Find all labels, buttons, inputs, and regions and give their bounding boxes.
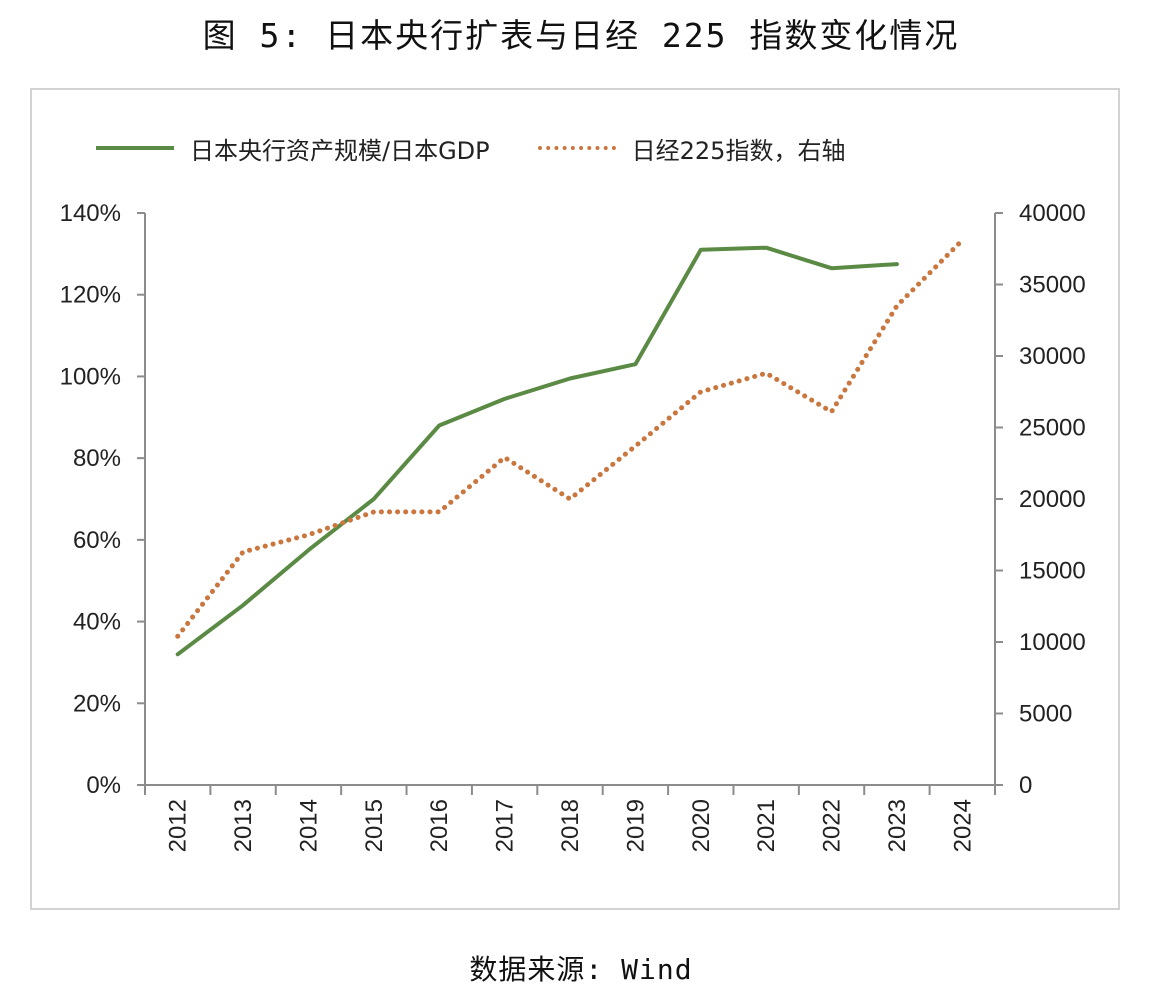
data-point-nikkei	[502, 455, 508, 461]
data-point-boj-assets	[436, 422, 442, 428]
data-point-boj-assets	[894, 261, 900, 267]
data-point-nikkei	[894, 303, 900, 309]
right-y-tick-label: 0	[1019, 772, 1032, 799]
data-point-nikkei	[436, 509, 442, 515]
left-y-tick-label: 40%	[73, 609, 121, 636]
left-y-tick-label: 20%	[73, 690, 121, 717]
x-tick-label: 2016	[426, 799, 453, 852]
x-tick-label: 2013	[230, 799, 257, 852]
figure-title: 图 5: 日本央行扩表与日经 225 指数变化情况	[202, 16, 960, 55]
data-point-boj-assets	[502, 396, 508, 402]
left-y-tick-label: 0%	[86, 772, 121, 799]
x-tick-label: 2020	[688, 799, 715, 852]
x-tick-label: 2022	[819, 799, 846, 852]
data-point-nikkei	[763, 370, 769, 376]
left-y-tick-label: 120%	[60, 282, 121, 309]
chart-frame	[30, 88, 1120, 910]
data-point-nikkei	[829, 409, 835, 415]
data-point-nikkei	[959, 237, 965, 243]
data-point-nikkei	[567, 496, 573, 502]
right-y-tick-label: 20000	[1019, 486, 1086, 513]
left-y-tick-label: 60%	[73, 527, 121, 554]
right-y-tick-label: 40000	[1019, 200, 1086, 227]
x-tick-label: 2017	[492, 799, 519, 852]
figure-source: 数据来源: Wind	[469, 953, 693, 986]
x-tick-label: 2014	[295, 799, 322, 852]
right-y-tick-label: 15000	[1019, 558, 1086, 585]
data-point-boj-assets	[567, 375, 573, 381]
legend-label-nikkei: 日经225指数，右轴	[631, 136, 846, 165]
x-tick-label: 2019	[622, 799, 649, 852]
x-tick-label: 2024	[949, 799, 976, 852]
left-y-tick-label: 140%	[60, 200, 121, 227]
legend-label-boj-assets: 日本央行资产规模/日本GDP	[190, 136, 490, 165]
chart-legend: 日本央行资产规模/日本GDP 日经225指数，右轴	[96, 128, 893, 168]
data-point-nikkei	[632, 443, 638, 449]
x-tick-label: 2015	[361, 799, 388, 852]
x-tick-label: 2018	[557, 799, 584, 852]
legend-item-nikkei: 日经225指数，右轴	[537, 131, 846, 166]
right-y-tick-label: 30000	[1019, 343, 1086, 370]
right-y-tick-label: 25000	[1019, 415, 1086, 442]
series-line-nikkei	[175, 237, 965, 639]
data-point-nikkei	[698, 389, 704, 395]
right-y-tick-label: 35000	[1019, 272, 1086, 299]
legend-swatch-dotted-line	[537, 146, 616, 150]
left-y-tick-label: 100%	[60, 363, 121, 390]
data-point-nikkei	[175, 633, 181, 639]
x-tick-label: 2023	[884, 799, 911, 852]
x-tick-label: 2012	[165, 799, 192, 852]
data-point-boj-assets	[698, 247, 704, 253]
legend-item-boj-assets: 日本央行资产规模/日本GDP	[96, 131, 490, 166]
data-point-nikkei	[305, 532, 311, 538]
data-point-nikkei	[240, 549, 246, 555]
right-y-tick-label: 10000	[1019, 629, 1086, 656]
data-point-boj-assets	[371, 496, 377, 502]
data-point-boj-assets	[175, 651, 181, 657]
series-line-boj-assets	[175, 245, 899, 657]
data-point-boj-assets	[763, 245, 769, 251]
right-y-tick-label: 5000	[1019, 701, 1072, 728]
data-point-boj-assets	[240, 602, 246, 608]
data-point-nikkei	[371, 509, 377, 515]
data-point-boj-assets	[829, 265, 835, 271]
legend-swatch-solid-line	[96, 146, 174, 150]
data-point-boj-assets	[632, 361, 638, 367]
left-y-tick-label: 80%	[73, 445, 121, 472]
x-tick-label: 2021	[753, 799, 780, 852]
data-point-boj-assets	[305, 547, 311, 553]
